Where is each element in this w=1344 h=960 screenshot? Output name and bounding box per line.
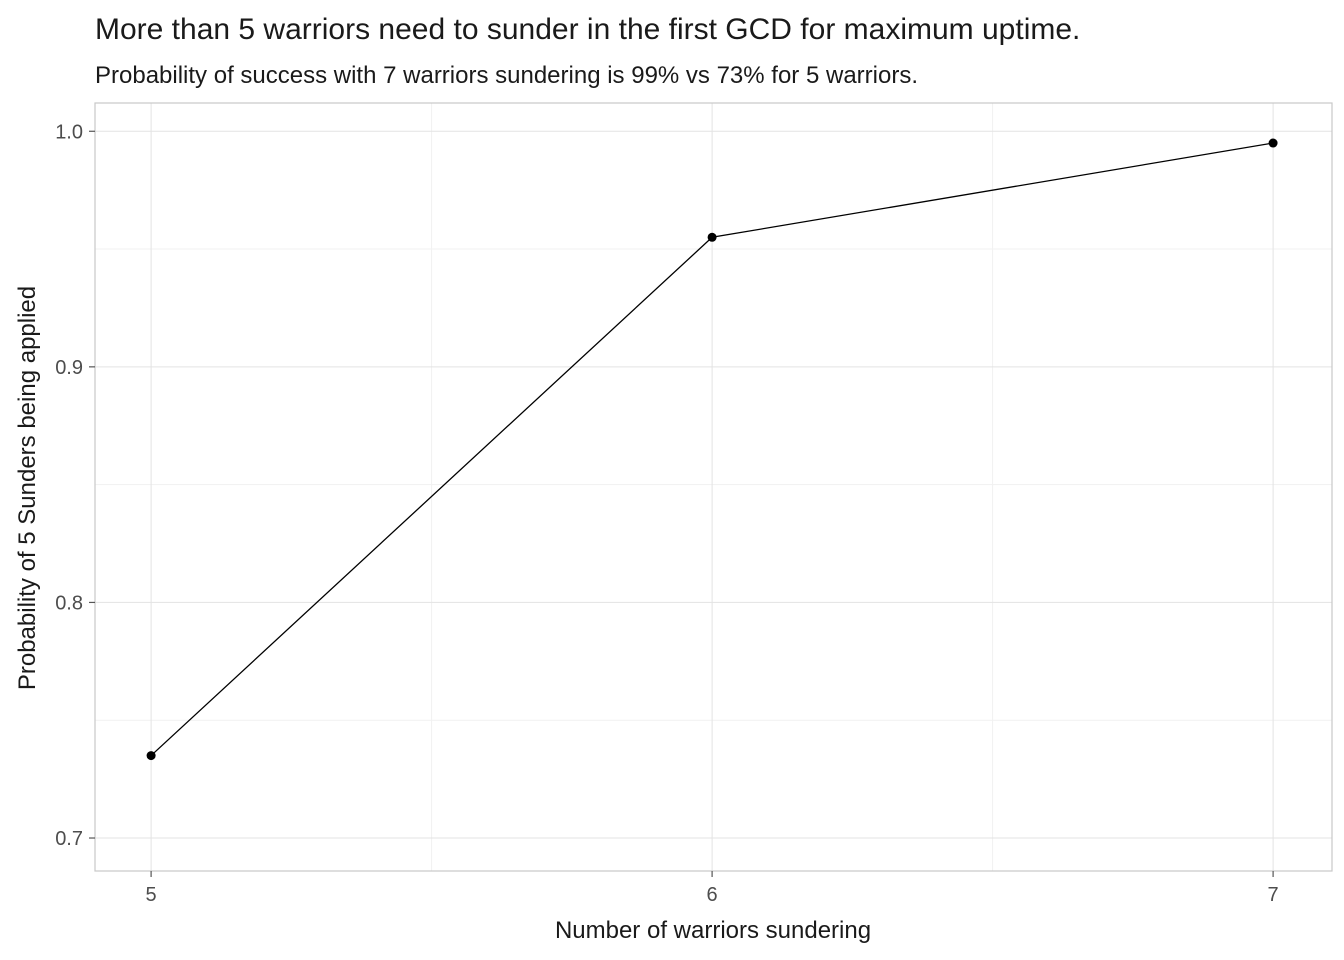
y-axis-title: Probability of 5 Sunders being applied [14, 285, 41, 691]
y-tick-label: 1.0 [55, 121, 83, 143]
x-axis-title: Number of warriors sundering [554, 917, 872, 944]
chart-title: More than 5 warriors need to sunder in t… [95, 13, 1081, 46]
y-tick-label: 0.8 [55, 592, 83, 614]
panel-border [94, 102, 1333, 872]
y-tick-label: 0.9 [55, 357, 83, 379]
x-tick-label: 7 [1268, 884, 1279, 906]
x-tick-label: 5 [146, 884, 157, 906]
chart-subtitle: Probability of success with 7 warriors s… [95, 62, 918, 89]
data-point [707, 232, 717, 242]
panel-background [95, 103, 1332, 871]
y-tick-label: 0.7 [55, 828, 83, 850]
data-point [146, 751, 156, 761]
data-point [1268, 138, 1278, 148]
x-tick-label: 6 [707, 884, 718, 906]
